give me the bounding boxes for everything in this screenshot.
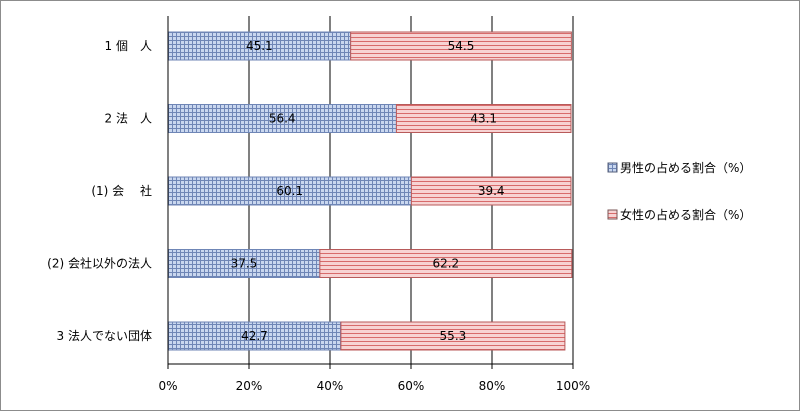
x-tick-label: 60% (398, 379, 425, 393)
bars (167, 31, 573, 351)
category-label: (1) 会 社 (91, 183, 152, 198)
data-label: 62.2 (432, 257, 459, 271)
x-tick-label: 40% (317, 379, 344, 393)
category-label: 1 個 人 (105, 39, 152, 53)
data-label: 39.4 (478, 184, 505, 198)
bar-male-2 (167, 176, 412, 206)
value-labels: 45.1 54.5 56.4 43.1 60.1 39.4 37.5 62.2 42.7 55.3 (231, 39, 505, 343)
bar-female-0 (350, 31, 572, 61)
x-tick-label: 100% (556, 379, 590, 393)
bar-male-0 (167, 31, 352, 61)
x-tick-label: 80% (479, 379, 506, 393)
category-label: (2) 会社以外の法人 (47, 256, 152, 271)
bar-female-1 (395, 104, 572, 133)
bar-female-3 (319, 249, 573, 278)
bar-female-2 (410, 176, 572, 206)
bar-male-4 (167, 321, 342, 351)
legend-swatch-female (607, 209, 618, 220)
data-label: 60.1 (276, 184, 303, 198)
x-tick-label: 20% (236, 379, 263, 393)
bar-male-1 (167, 104, 397, 133)
data-label: 42.7 (241, 329, 268, 343)
x-tick-label: 0% (158, 379, 177, 393)
data-label: 37.5 (231, 257, 258, 271)
data-label: 54.5 (448, 39, 475, 53)
data-label: 43.1 (470, 112, 497, 126)
category-labels: 1 個 人 2 法 人 (1) 会 社 (2) 会社以外の法人 3 法人でない団体 (47, 39, 152, 343)
category-label: 3 法人でない団体 (57, 329, 152, 343)
category-label: 2 法 人 (105, 112, 152, 126)
x-tick-labels: 0% 20% 40% 60% 80% 100% (158, 379, 590, 393)
legend-label-female: 女性の占める割合（%） (620, 207, 751, 222)
data-label: 55.3 (440, 329, 467, 343)
legend: 男性の占める割合（%） 女性の占める割合（%） (607, 160, 751, 222)
legend-swatch-male (607, 162, 618, 173)
bar-female-4 (340, 321, 566, 351)
data-label: 56.4 (269, 112, 296, 126)
legend-label-male: 男性の占める割合（%） (620, 160, 751, 175)
data-label: 45.1 (246, 39, 273, 53)
